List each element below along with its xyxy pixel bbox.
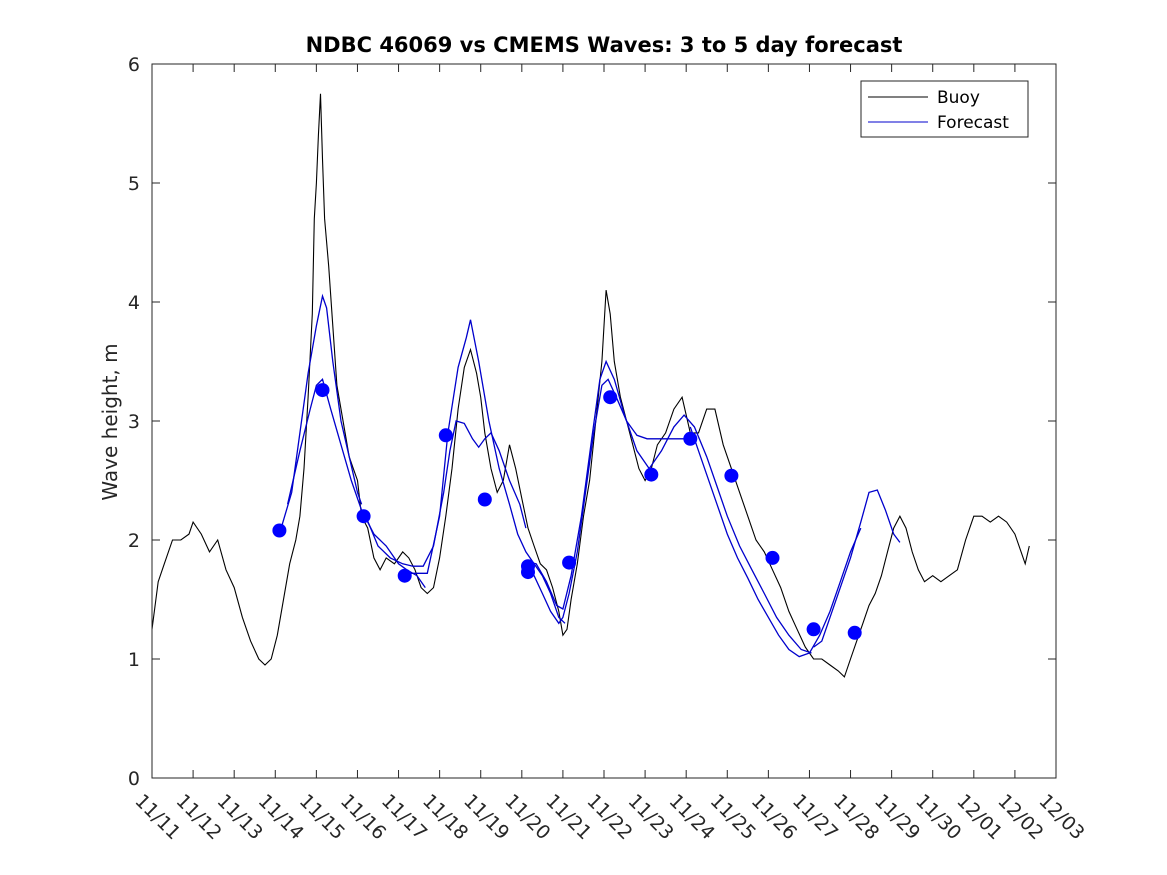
forecast-marker-12 — [683, 431, 698, 446]
forecast-series-line-7 — [689, 426, 862, 658]
plot-area — [151, 93, 1030, 678]
legend-box — [860, 80, 1029, 138]
forecast-marker-15 — [806, 622, 821, 637]
forecast-marker-13 — [724, 468, 739, 483]
y-tick-label: 2 — [128, 530, 140, 552]
legend-label-forecast: Forecast — [937, 113, 1009, 133]
legend-label-buoy: Buoy — [937, 88, 980, 108]
forecast-marker-4 — [397, 568, 412, 583]
y-tick-label: 6 — [128, 54, 140, 76]
forecast-marker-16 — [847, 625, 862, 640]
forecast-marker-6 — [477, 492, 492, 507]
y-axis-label: Wave height, m — [98, 343, 122, 500]
y-tick-label: 5 — [128, 173, 140, 195]
forecast-marker-11 — [644, 467, 659, 482]
forecast-series-line-4 — [410, 319, 566, 624]
forecast-series-line-5 — [525, 378, 693, 625]
forecast-series-line-1 — [278, 293, 363, 535]
forecast-marker-8 — [521, 559, 535, 574]
legend: Buoy Forecast — [860, 80, 1029, 138]
buoy-series-line — [151, 93, 1030, 678]
forecast-marker-14 — [765, 550, 780, 565]
chart-title: NDBC 46069 vs CMEMS Waves: 3 to 5 day fo… — [306, 33, 903, 57]
forecast-marker-3 — [356, 509, 371, 524]
forecast-series-line-6 — [525, 359, 812, 654]
y-tick-label: 0 — [128, 768, 140, 790]
forecast-marker-9 — [562, 555, 577, 570]
forecast-series-line-3 — [365, 420, 527, 567]
forecast-series-line-2 — [286, 378, 426, 588]
y-tick-label: 4 — [128, 292, 140, 314]
forecast-series-line-8 — [813, 489, 901, 648]
forecast-marker-10 — [603, 390, 618, 405]
forecast-marker-2 — [315, 383, 330, 398]
forecast-marker-1 — [272, 523, 287, 538]
y-tick-label: 3 — [128, 411, 140, 433]
forecast-marker-5 — [438, 428, 453, 443]
y-tick-label: 1 — [128, 649, 140, 671]
